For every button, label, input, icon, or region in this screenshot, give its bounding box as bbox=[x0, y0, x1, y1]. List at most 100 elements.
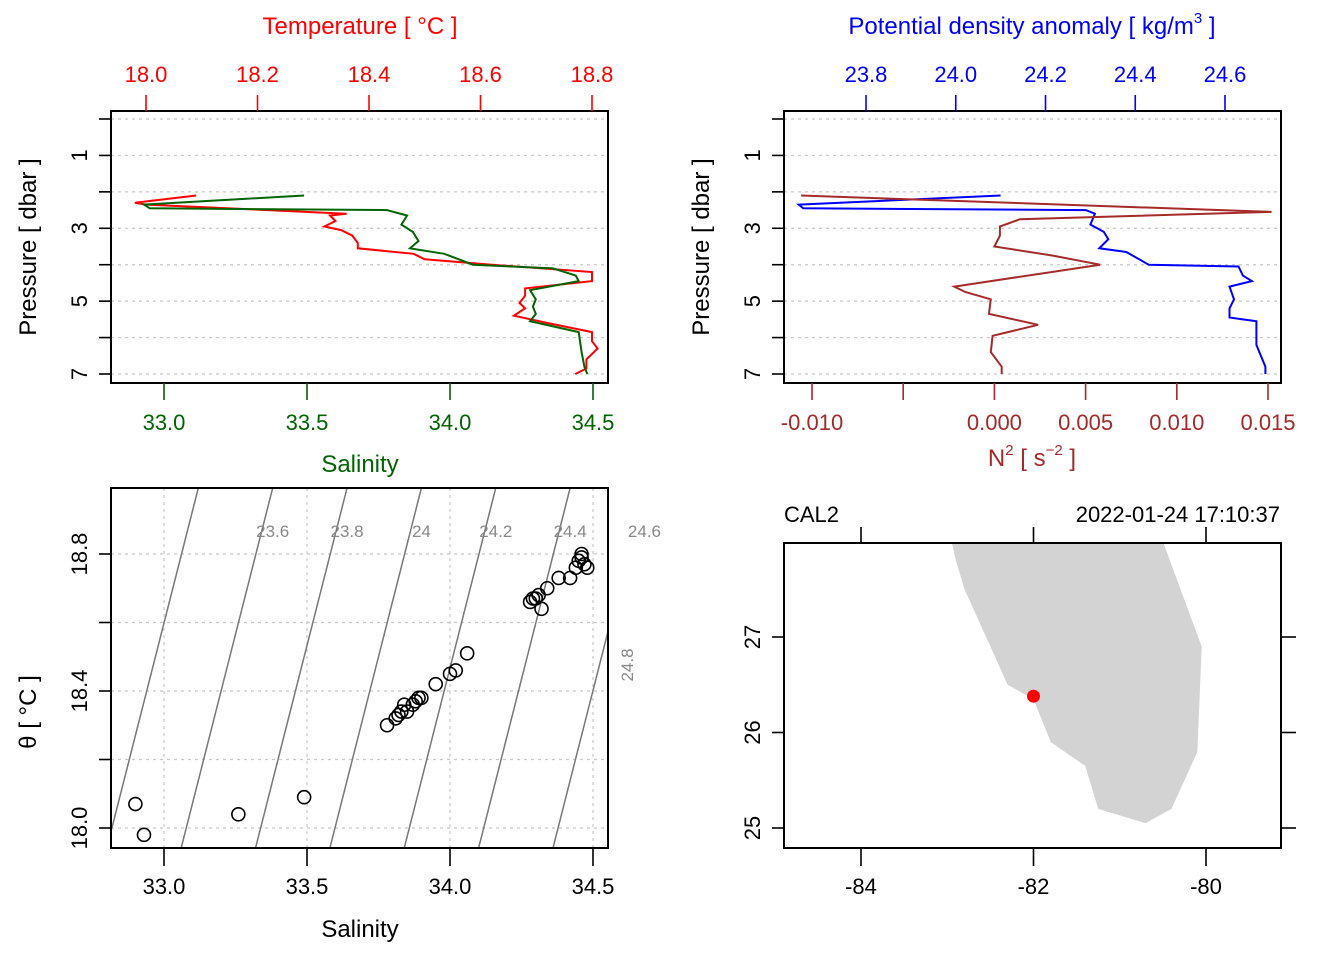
p1-bottom-tick-label: 34.5 bbox=[572, 410, 615, 435]
isopycnal-line bbox=[180, 488, 274, 848]
panel-temperature-salinity-profile: 1 3 5 7 18.0 18.2 18.4 18.6 18.8 33.0 33.5 34.0 34… bbox=[15, 13, 614, 478]
p1-line-temperature bbox=[134, 194, 599, 375]
panel-station-map: -84 -82 -80 25 26 27 CAL2 2022-01-24 17:10:37 bbox=[740, 502, 1296, 899]
p1-top-axis-temperature: 18.0 18.2 18.4 18.6 18.8 bbox=[125, 62, 613, 111]
panel-ts-diagram: 23.6 23.8 24 24.2 24.4 24.624.8 18.018.418.8 … bbox=[15, 487, 719, 943]
p1-bottom-tick-label: 33.5 bbox=[286, 410, 329, 435]
p2-plot-frame bbox=[783, 110, 1282, 384]
p2-bottom-axis-n2: -0.010 0.000 0.005 0.010 0.015 bbox=[781, 383, 1296, 435]
ts-point bbox=[551, 570, 566, 586]
p1-top-tick-label: 18.0 bbox=[125, 62, 168, 87]
isopycnal-label: 24.2 bbox=[479, 522, 512, 541]
p3-plot-frame bbox=[110, 487, 609, 849]
p3-gridlines bbox=[111, 488, 608, 848]
p2-bottom-label-end: ] bbox=[1063, 445, 1076, 472]
p1-line-salinity bbox=[140, 194, 589, 375]
p3-x-tick-label: 34.0 bbox=[429, 874, 472, 899]
map-station-name: CAL2 bbox=[784, 502, 839, 527]
p1-top-tick-label: 18.2 bbox=[236, 62, 279, 87]
p3-x-tick-label: 33.5 bbox=[286, 874, 329, 899]
florida-land bbox=[951, 543, 1202, 824]
p1-bottom-tick-label: 34.0 bbox=[429, 410, 472, 435]
p2-top-tick-label: 24.4 bbox=[1114, 62, 1157, 87]
ts-point bbox=[414, 690, 429, 706]
isopycnal-line bbox=[329, 488, 423, 848]
p2-bottom-tick-label: -0.010 bbox=[781, 410, 843, 435]
p1-plot-frame bbox=[110, 110, 609, 384]
p2-y-tick-label: 5 bbox=[740, 295, 765, 307]
p4-x-tick-label: -84 bbox=[845, 874, 877, 899]
p4-axes: -84 -82 -80 25 26 27 bbox=[740, 527, 1296, 899]
p4-x-tick-label: -82 bbox=[1018, 874, 1050, 899]
isopycnal-label: 23.6 bbox=[256, 522, 289, 541]
p2-gridlines bbox=[784, 118, 1281, 375]
p2-y-axis-label: Pressure [ dbar ] bbox=[688, 158, 715, 335]
p1-gridlines bbox=[111, 118, 608, 375]
p2-bottom-label-sup: 2 bbox=[1005, 442, 1013, 459]
isopycnal-label: 24.6 bbox=[628, 522, 661, 541]
isopycnal-label: 24.4 bbox=[554, 522, 587, 541]
ts-point bbox=[448, 663, 464, 678]
p2-y-tick-label: 7 bbox=[740, 368, 765, 380]
p3-y-axis-label: θ [ °C ] bbox=[15, 675, 42, 749]
p1-y-tick-label: 3 bbox=[67, 222, 92, 234]
ts-point bbox=[459, 646, 475, 661]
p2-top-tick-label: 23.8 bbox=[845, 62, 888, 87]
ts-point bbox=[428, 676, 444, 692]
isopycnal-label: 23.8 bbox=[330, 522, 363, 541]
ts-point bbox=[577, 556, 592, 572]
p1-y-tick-label: 1 bbox=[67, 149, 92, 161]
isopycnal-label: 24 bbox=[412, 522, 431, 541]
ts-point bbox=[574, 546, 589, 562]
p4-station-marker bbox=[1027, 689, 1040, 703]
p2-y-tick-label: 1 bbox=[740, 149, 765, 161]
p2-y-tick-label: 3 bbox=[740, 222, 765, 234]
p3-isopycnal-labels: 23.6 23.8 24 24.2 24.4 24.6 24.8 bbox=[256, 522, 661, 682]
isopycnal-label: 24.8 bbox=[618, 648, 637, 681]
p3-y-axis: 18.0 18.4 18.8 bbox=[67, 533, 111, 850]
ts-point bbox=[579, 560, 595, 576]
map-datetime: 2022-01-24 17:10:37 bbox=[1076, 502, 1280, 527]
ts-point bbox=[128, 796, 143, 812]
isopycnal-line bbox=[627, 488, 719, 848]
p1-y-tick-label: 7 bbox=[67, 368, 92, 380]
ts-point bbox=[296, 789, 312, 805]
p3-y-tick-label: 18.4 bbox=[67, 670, 92, 713]
p2-top-label-sup: 3 bbox=[1194, 10, 1202, 27]
p4-y-tick-label: 27 bbox=[740, 625, 765, 649]
ts-point bbox=[379, 717, 395, 733]
p1-series bbox=[134, 194, 599, 375]
ts-point bbox=[394, 704, 409, 719]
p2-bottom-tick-label: 0.010 bbox=[1149, 410, 1204, 435]
p2-line-n2 bbox=[801, 194, 1272, 374]
p1-bottom-axis-salinity: 33.0 33.5 34.0 34.5 bbox=[143, 383, 615, 435]
p2-bottom-tick-label: 0.000 bbox=[967, 410, 1022, 435]
p1-top-tick-label: 18.6 bbox=[459, 62, 502, 87]
p3-y-tick-label: 18.8 bbox=[67, 533, 92, 576]
isopycnal-line bbox=[111, 488, 200, 835]
ts-point bbox=[539, 580, 555, 596]
p4-y-tick-label: 25 bbox=[740, 816, 765, 840]
p3-x-axis: 33.0 33.5 34.0 34.5 bbox=[143, 848, 614, 899]
ts-point bbox=[136, 827, 152, 843]
p2-y-axis: 1 3 5 7 bbox=[740, 118, 784, 380]
p3-points bbox=[128, 546, 595, 843]
p2-top-tick-label: 24.2 bbox=[1024, 62, 1067, 87]
p1-y-axis-label: Pressure [ dbar ] bbox=[15, 158, 42, 335]
p1-y-tick-label: 5 bbox=[67, 295, 92, 307]
p2-top-tick-label: 24.6 bbox=[1204, 62, 1247, 87]
p2-line-potential-density-anomaly bbox=[796, 194, 1267, 374]
p2-bottom-tick-label: 0.015 bbox=[1240, 410, 1295, 435]
p2-top-tick-label: 24.0 bbox=[934, 62, 977, 87]
p2-top-label-main: Potential density anomaly [ kg/m bbox=[848, 13, 1194, 40]
p4-x-tick-label: -80 bbox=[1190, 874, 1222, 899]
p4-y-tick-label: 26 bbox=[740, 720, 765, 744]
p3-y-tick-label: 18.0 bbox=[67, 807, 92, 850]
panel-density-profile: 1 3 5 7 23.8 24.0 24.2 24.4 24.6 -0.010 0.000 0.0… bbox=[688, 10, 1296, 472]
p2-bottom-axis-label: N2 [ s−2 ] bbox=[988, 442, 1076, 472]
isopycnal-line bbox=[254, 488, 348, 848]
p2-top-label-end: ] bbox=[1202, 13, 1215, 40]
p2-bottom-tick-label: 0.005 bbox=[1058, 410, 1113, 435]
station-dot bbox=[1027, 689, 1040, 703]
